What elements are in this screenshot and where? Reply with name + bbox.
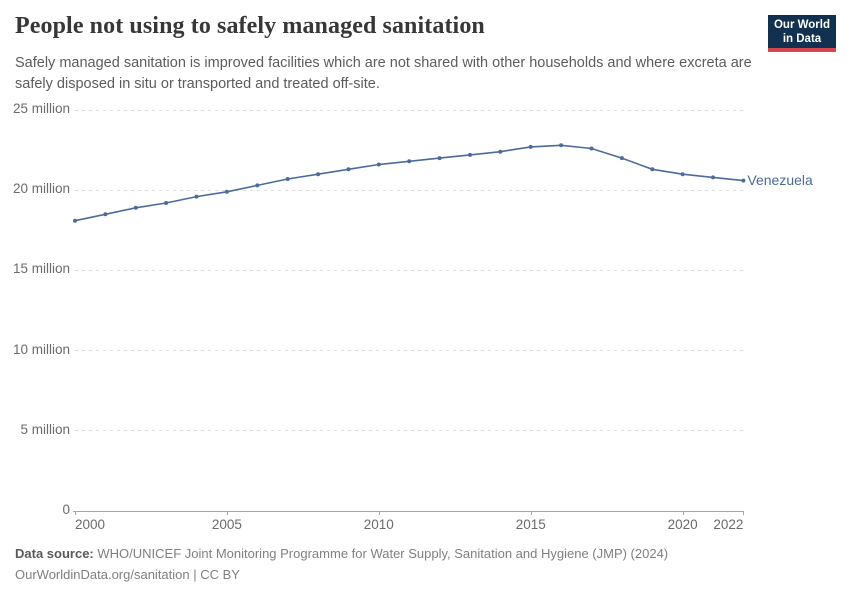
series-line-venezuela[interactable] <box>74 144 744 222</box>
y-gridline <box>75 109 744 111</box>
data-point[interactable] <box>255 183 260 188</box>
data-point[interactable] <box>528 144 533 149</box>
data-point[interactable] <box>559 143 564 148</box>
y-gridline <box>75 430 744 432</box>
data-point[interactable] <box>650 167 655 172</box>
y-tick-label: 20 million <box>12 181 70 197</box>
x-tick-mark <box>226 511 228 515</box>
data-point[interactable] <box>619 156 624 161</box>
data-point[interactable] <box>376 162 381 167</box>
data-point[interactable] <box>194 194 199 199</box>
data-point[interactable] <box>316 172 321 177</box>
y-gridline <box>75 350 744 352</box>
series-label-venezuela[interactable]: Venezuela <box>747 172 813 189</box>
x-tick-mark <box>743 511 745 515</box>
y-tick-label: 25 million <box>12 101 70 116</box>
x-tick-label: 2010 <box>363 517 394 532</box>
x-tick-mark <box>530 511 532 515</box>
data-point[interactable] <box>346 167 351 172</box>
data-source-label: Data source: <box>15 546 94 561</box>
data-point[interactable] <box>498 149 503 154</box>
data-point[interactable] <box>711 175 715 180</box>
y-tick-label: 0 <box>62 502 70 517</box>
owid-logo-line2: in Data <box>782 33 822 45</box>
y-tick-label: 15 million <box>12 261 70 277</box>
page-title: People not using to safely managed sanit… <box>15 13 485 39</box>
owid-logo[interactable]: Our World in Data <box>768 15 836 52</box>
y-tick-label: 10 million <box>12 341 70 357</box>
y-tick-label: 5 million <box>20 421 70 437</box>
x-tick-label: 2020 <box>667 517 698 532</box>
data-point[interactable] <box>164 201 169 205</box>
data-point[interactable] <box>437 156 442 161</box>
x-axis-line <box>73 510 744 512</box>
data-point[interactable] <box>103 212 108 217</box>
data-source-text: WHO/UNICEF Joint Monitoring Programme fo… <box>97 546 669 561</box>
x-tick-label: 2005 <box>211 517 242 532</box>
data-point[interactable] <box>589 146 594 151</box>
data-point[interactable] <box>680 172 685 177</box>
data-point[interactable] <box>285 177 290 181</box>
data-point[interactable] <box>73 218 77 223</box>
license-line[interactable]: OurWorldinData.org/sanitation | CC BY <box>15 567 240 582</box>
data-point[interactable] <box>468 152 472 157</box>
x-tick-mark <box>75 511 76 515</box>
y-gridline <box>75 189 744 191</box>
x-tick-mark <box>378 511 380 515</box>
owid-logo-line1: Our World <box>773 19 830 31</box>
x-tick-label: 2022 <box>713 517 744 532</box>
chart-subtitle: Safely managed sanitation is improved fa… <box>15 55 752 92</box>
data-point[interactable] <box>224 189 229 194</box>
data-point[interactable] <box>133 205 138 210</box>
y-gridline <box>75 269 744 271</box>
x-tick-label: 2015 <box>515 517 546 532</box>
data-point[interactable] <box>407 159 412 164</box>
x-tick-label: 2000 <box>75 517 106 532</box>
data-point[interactable] <box>741 178 746 183</box>
data-source-line: Data source: WHO/UNICEF Joint Monitoring… <box>15 546 668 561</box>
x-tick-mark <box>682 511 684 515</box>
